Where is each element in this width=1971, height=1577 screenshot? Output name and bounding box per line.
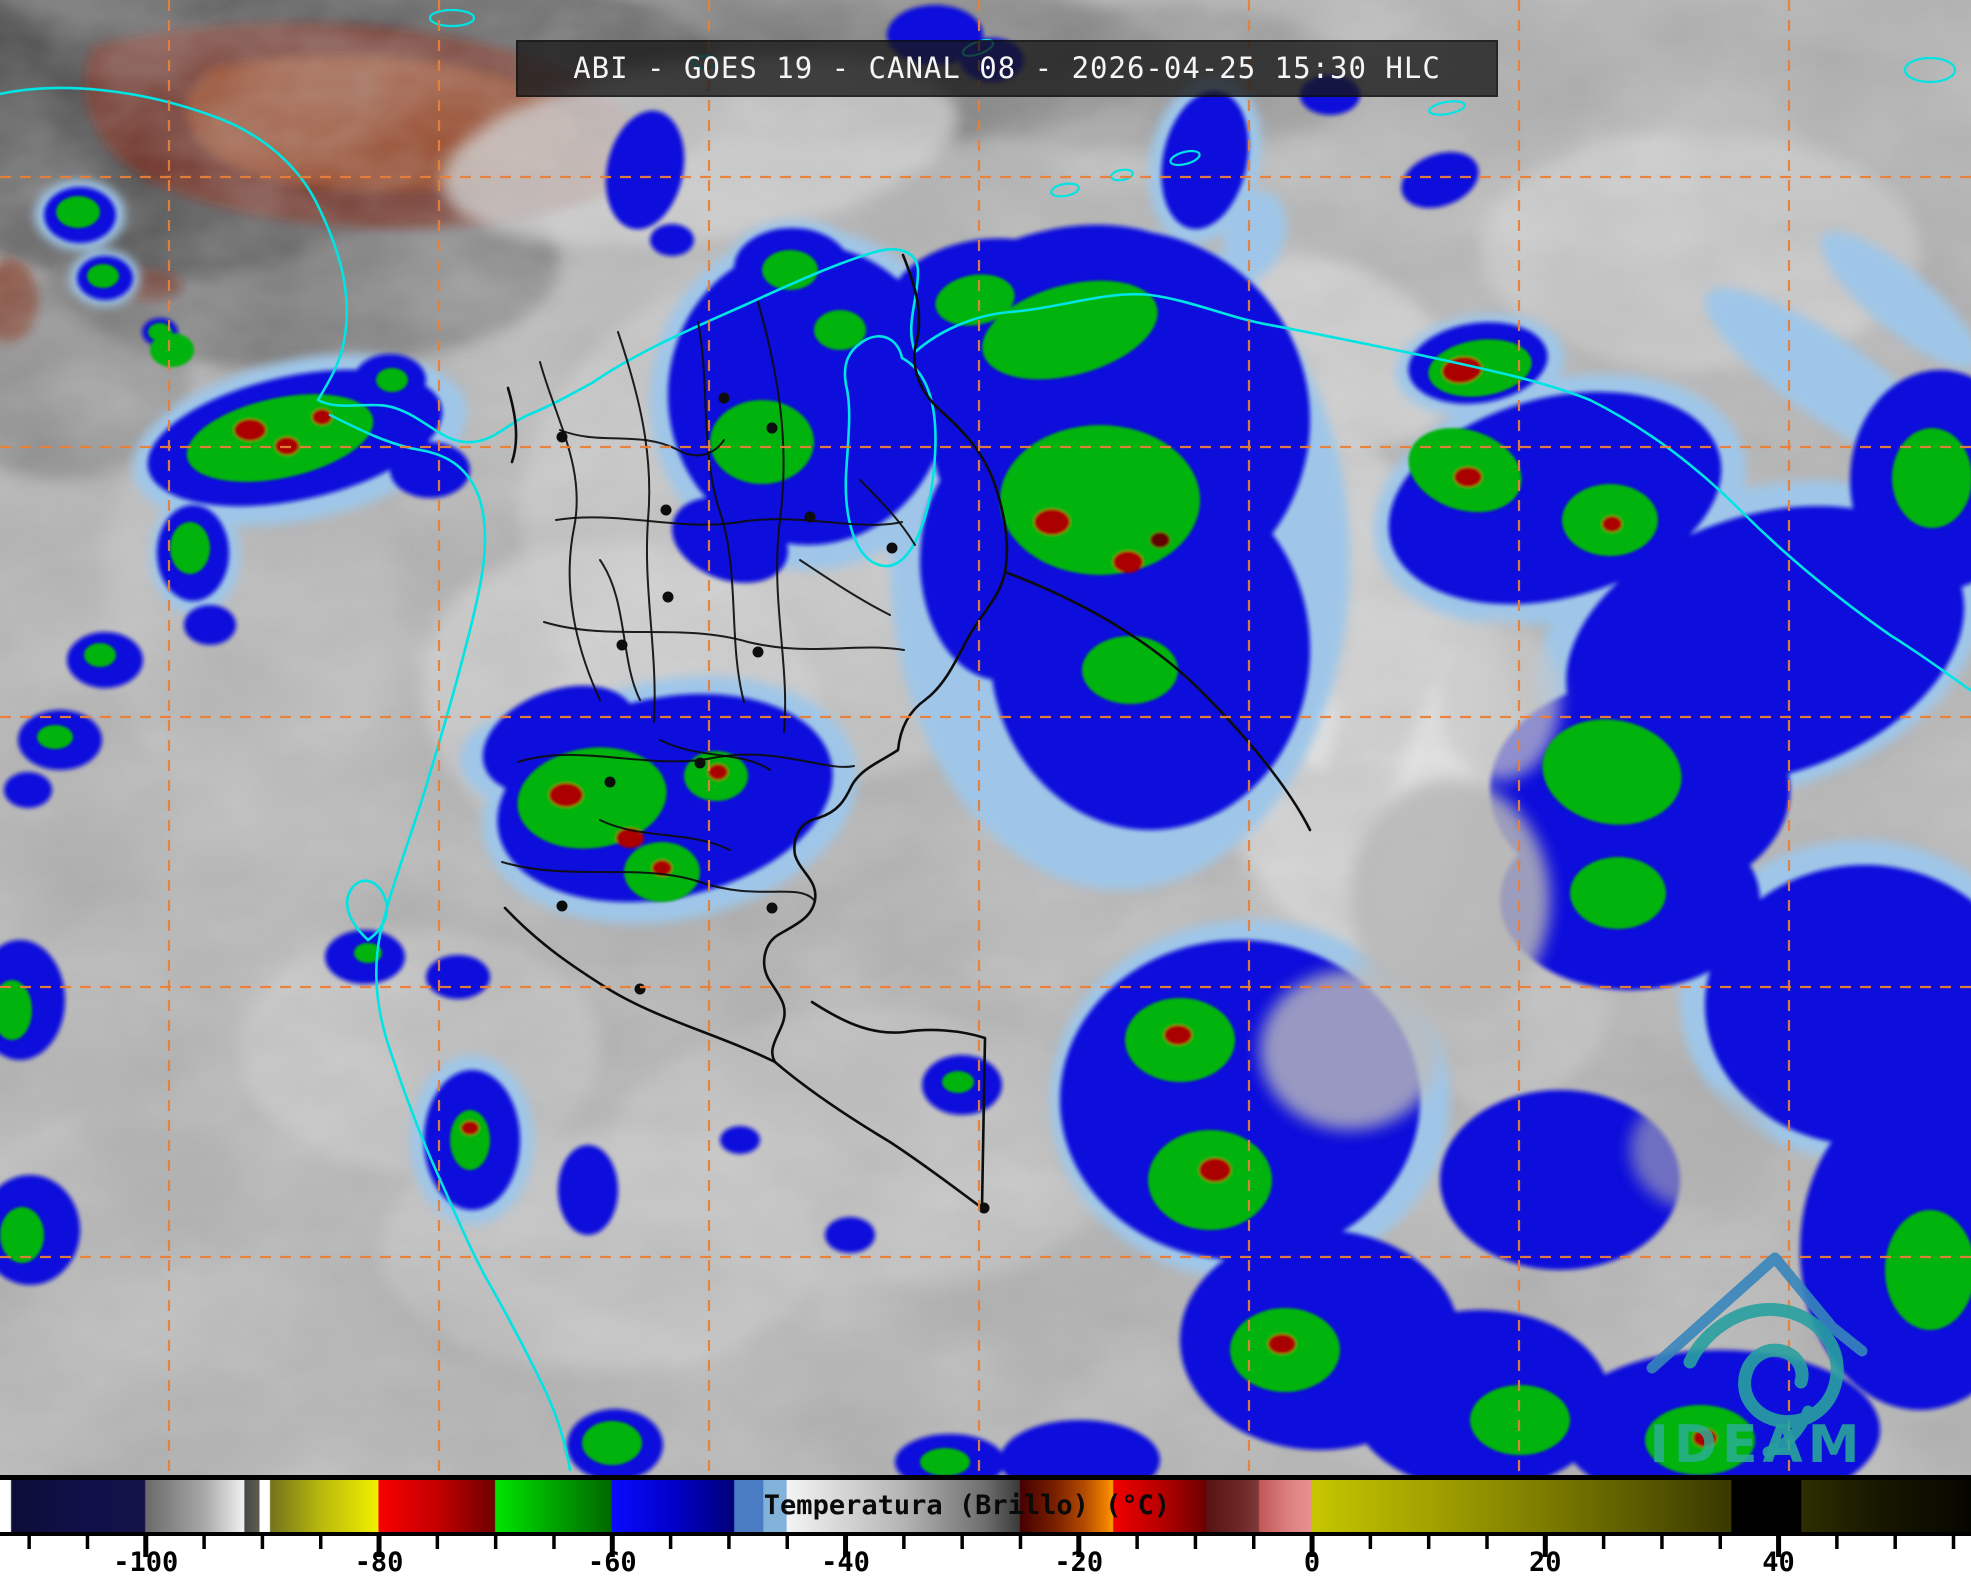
city-dot [766, 902, 778, 914]
coastlines [0, 8, 1971, 1472]
title-bar: ABI - GOES 19 - CANAL 08 - 2026-04-25 15… [516, 40, 1498, 97]
city-dot [718, 392, 730, 404]
colorbar-ticks [27, 1536, 1956, 1557]
city-dot [604, 776, 616, 788]
maracaibo-lake [843, 335, 937, 568]
svg-text:20: 20 [1529, 1547, 1562, 1577]
island [1050, 182, 1080, 198]
svg-text:-100: -100 [113, 1547, 178, 1577]
storm-cell-cores [0, 196, 1971, 1475]
city-dot [662, 591, 674, 603]
city-dot [694, 757, 706, 769]
logo-swirl [1683, 1303, 1844, 1429]
colorbar-top-separator [0, 1475, 1971, 1480]
graticule-grid [0, 0, 1971, 1475]
logo-swirl-tail [1762, 1405, 1814, 1458]
colorbar-tick-labels: -100 -80 -60 -40 -20 0 20 40 [113, 1547, 1795, 1577]
city-dot [660, 504, 672, 516]
colorbar-axis-background [0, 1532, 1971, 1577]
colorbar-axis-line [0, 1532, 1971, 1536]
ideam-logo: IDEAM [1646, 1252, 1868, 1475]
department-borders [501, 301, 916, 901]
city-dot [634, 983, 646, 995]
island [1169, 149, 1201, 167]
svg-text:0: 0 [1304, 1547, 1320, 1577]
city-dot [556, 431, 568, 443]
cloud-gaps [1260, 620, 1770, 1210]
product-title: ABI - GOES 19 - CANAL 08 - 2026-04-25 15… [573, 51, 1441, 85]
city-dot [616, 639, 628, 651]
city-dot [978, 1202, 990, 1214]
satellite-map: IDEAM [0, 0, 1971, 1475]
city-dot [804, 511, 816, 523]
pacific-coast [328, 413, 572, 1472]
island [1903, 56, 1957, 84]
svg-text:-20: -20 [1054, 1547, 1103, 1577]
central-america-coast [0, 86, 1971, 692]
svg-text:-60: -60 [588, 1547, 637, 1577]
island [428, 8, 476, 28]
svg-text:-40: -40 [821, 1547, 870, 1577]
city-dots [556, 392, 990, 1214]
city-dot [766, 422, 778, 434]
svg-text:40: 40 [1762, 1547, 1795, 1577]
svg-text:-80: -80 [355, 1547, 404, 1577]
island [1428, 100, 1466, 116]
logo-text: IDEAM [1649, 1415, 1864, 1475]
city-dot [556, 900, 568, 912]
logo-roof [1646, 1252, 1868, 1374]
temperature-colorbar: -100 -80 -60 -40 -20 0 20 40 Temperatura (Brill… [0, 1475, 1971, 1577]
country-borders [503, 253, 1312, 1210]
city-dot [886, 542, 898, 554]
city-dot [752, 646, 764, 658]
colorbar-label: Temperatura (Brillo) (°C) [764, 1490, 1170, 1521]
island [1110, 168, 1134, 182]
colorbar-gradient-bar [0, 1480, 1971, 1532]
guayaquil-gulf [345, 879, 389, 942]
